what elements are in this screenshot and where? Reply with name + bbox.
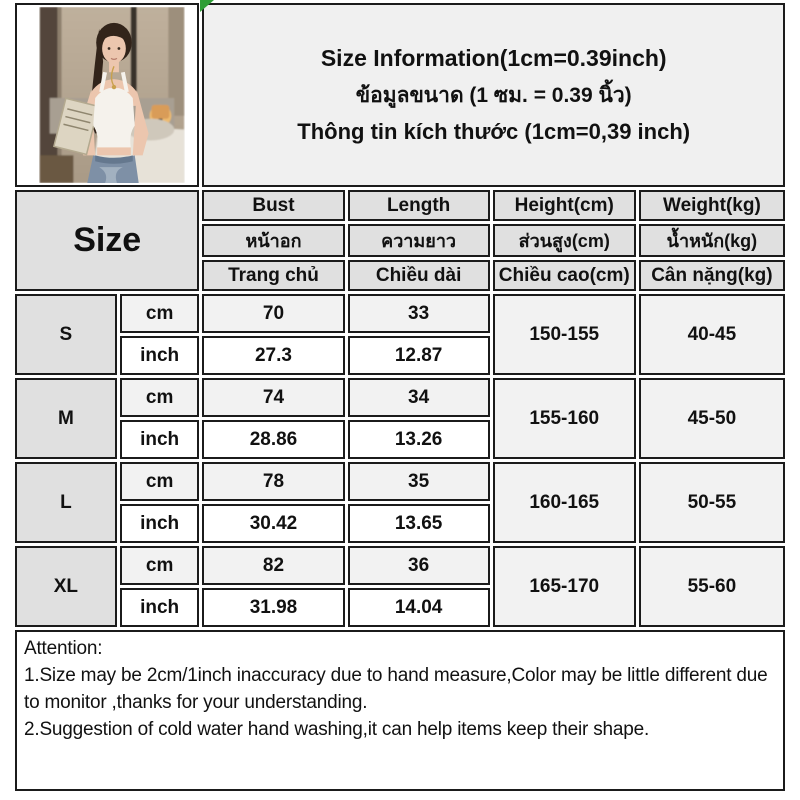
value-cell: 14.04 [347,588,490,627]
row-s-inch: inch 27.3 12.87 [15,336,785,375]
length-header-th: ความยาว [347,224,490,257]
attention-note-2: 2.Suggestion of cold water hand washing,… [24,719,650,740]
size-label-l: L [15,462,117,543]
row-l-inch: inch 30.42 13.65 [15,504,785,543]
unit-cell: cm [119,462,200,501]
attention-box: Attention: 1.Size may be 2cm/1inch inacc… [15,630,785,791]
header-row-thai: หน้าอก ความยาว ส่วนสูง(cm) น้ำหนัก(kg) [15,224,785,257]
value-cell: 30.42 [202,504,345,543]
value-cell: 13.26 [347,420,490,459]
height-header-th: ส่วนสูง(cm) [492,224,636,257]
title-vietnamese: Thông tin kích thước (1cm=0,39 inch) [297,119,691,144]
height-range-cell: 155-160 [492,378,636,459]
attention-heading: Attention: [24,638,103,659]
weight-header-vi: Cân nặng(kg) [638,260,785,291]
bust-header-en: Bust [202,190,345,221]
weight-range-cell: 55-60 [638,546,785,627]
height-range-cell: 165-170 [492,546,636,627]
row-xl-inch: inch 31.98 14.04 [15,588,785,627]
value-cell: 70 [202,294,345,333]
row-m-cm: M cm 74 34 155-160 45-50 [15,378,785,459]
value-cell: 35 [347,462,490,501]
value-cell: 12.87 [347,336,490,375]
model-photo-cell [15,3,200,187]
size-label-m: M [15,378,117,459]
title-thai: ข้อมูลขนาด (1 ซม. = 0.39 นิ้ว) [355,84,632,107]
value-cell: 13.65 [347,504,490,543]
value-cell: 31.98 [202,588,345,627]
green-corner-accent [200,0,214,12]
top-row: Size Information(1cm=0.39inch) ข้อมูลขนา… [15,3,785,187]
row-xl-cm: XL cm 82 36 165-170 55-60 [15,546,785,627]
title-english: Size Information(1cm=0.39inch) [320,45,667,71]
value-cell: 74 [202,378,345,417]
unit-cell: cm [119,294,200,333]
value-cell: 36 [347,546,490,585]
value-cell: 82 [202,546,345,585]
header-row-english: Size Bust Length Height(cm) Weight(kg) [15,190,785,291]
value-cell: 28.86 [202,420,345,459]
value-cell: 34 [347,378,490,417]
row-m-inch: inch 28.86 13.26 [15,420,785,459]
size-label-xl: XL [15,546,117,627]
value-cell: 27.3 [202,336,345,375]
size-column-header: Size [15,190,200,291]
length-header-en: Length [347,190,490,221]
model-photo [39,7,185,183]
bust-header-th: หน้าอก [202,224,345,257]
unit-cell: cm [119,546,200,585]
row-s-cm: S cm 70 33 150-155 40-45 [15,294,785,375]
unit-cell: inch [119,336,200,375]
unit-cell: cm [119,378,200,417]
weight-range-cell: 50-55 [638,462,785,543]
weight-range-cell: 40-45 [638,294,785,375]
value-cell: 33 [347,294,490,333]
weight-header-th: น้ำหนัก(kg) [638,224,785,257]
height-header-vi: Chiều cao(cm) [492,260,636,291]
height-range-cell: 160-165 [492,462,636,543]
height-header-en: Height(cm) [492,190,636,221]
weight-range-cell: 45-50 [638,378,785,459]
size-chart-table: Size Information(1cm=0.39inch) ข้อมูลขนา… [12,0,788,630]
row-l-cm: L cm 78 35 160-165 50-55 [15,462,785,543]
value-cell: 78 [202,462,345,501]
unit-cell: inch [119,420,200,459]
length-header-vi: Chiều dài [347,260,490,291]
unit-cell: inch [119,588,200,627]
height-range-cell: 150-155 [492,294,636,375]
weight-header-en: Weight(kg) [638,190,785,221]
attention-note-1: 1.Size may be 2cm/1inch inaccuracy due t… [24,665,768,713]
bust-header-vi: Trang chủ [202,260,345,291]
title-cell: Size Information(1cm=0.39inch) ข้อมูลขนา… [202,3,785,187]
header-row-vietnamese: Trang chủ Chiều dài Chiều cao(cm) Cân nặ… [15,260,785,291]
unit-cell: inch [119,504,200,543]
size-label-s: S [15,294,117,375]
